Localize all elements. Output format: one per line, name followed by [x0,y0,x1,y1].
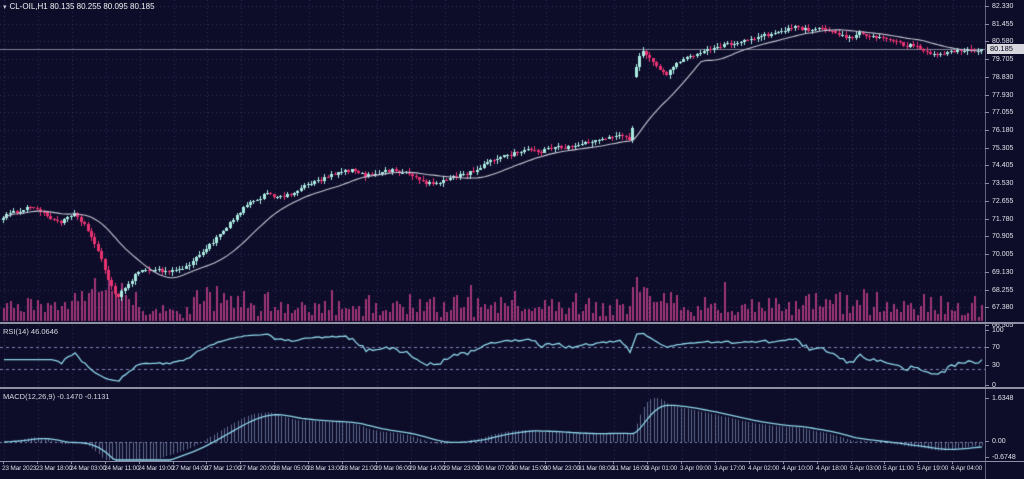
macd-axis-label: 1.6348 [985,394,1013,403]
time-axis-label: 29 Mar 14:00 [409,461,445,472]
current-price-tag: 80.185 [987,44,1024,54]
price-axis-label: 70.005 [985,250,1013,259]
time-axis-label: 23 Mar 18:00 [36,461,72,472]
time-axis-label: 4 Apr 18:00 [816,461,847,472]
chart-symbol-title: ▾ CL-OIL,H1 80.135 80.255 80.095 80.185 [3,2,155,11]
price-axis-label: 69.130 [985,268,1013,277]
price-axis-label: 70.905 [985,232,1013,241]
time-axis-label: 4 Apr 10:00 [782,461,813,472]
symbol-ohlc-text: CL-OIL,H1 80.135 80.255 80.095 80.185 [9,2,155,11]
time-axis-label: 27 Mar 12:00 [205,461,241,472]
time-axis-label: 27 Mar 04:00 [172,461,208,472]
price-axis-label: 82.330 [985,2,1013,11]
time-axis-label: 30 Mar 15:00 [511,461,547,472]
time-axis-label: 28 Mar 21:00 [341,461,377,472]
price-axis-label: 76.180 [985,126,1013,135]
rsi-indicator-label: RSI(14) 46.0646 [3,327,59,336]
price-axis-label: 80.580 [985,37,1013,46]
time-axis-label: 5 Apr 03:00 [850,461,881,472]
time-axis-label: 3 Apr 09:00 [680,461,711,472]
time-axis-label: 29 Mar 06:00 [375,461,411,472]
price-axis-label: 67.380 [985,303,1013,312]
macd-indicator-label: MACD(12,26,9) -0.1470 -0.1131 [3,392,110,401]
price-axis-label: 72.655 [985,197,1013,206]
rsi-axis-label: 70 [985,343,1000,352]
time-axis-label: 30 Mar 23:00 [544,461,580,472]
price-axis-label: 71.780 [985,215,1013,224]
rsi-axis-label: 100 [985,326,1004,335]
time-axis-label: 3 Apr 17:00 [714,461,745,472]
price-axis-label: 73.530 [985,179,1013,188]
time-axis-label: 28 Mar 13:00 [307,461,343,472]
time-axis-label: 6 Apr 04:00 [951,461,982,472]
rsi-axis-label: 30 [985,361,1000,370]
time-axis[interactable]: 23 Mar 2023 23 Mar 18:00 24 Mar 03:00 24 Ma… [0,461,985,479]
time-axis-border [0,461,1024,462]
price-axis-label: 77.055 [985,108,1013,117]
time-axis-label: 3 Apr 01:00 [646,461,677,472]
time-axis-label: 31 Mar 16:00 [612,461,648,472]
panel-divider-rsi[interactable] [0,322,1024,324]
panel-divider-macd[interactable] [0,387,1024,389]
time-axis-label: 29 Mar 23:00 [443,461,479,472]
price-axis-label: 77.930 [985,91,1013,100]
macd-axis-label: 0.00 [985,437,1006,446]
chart-expand-icon[interactable]: ▾ [3,4,7,11]
time-axis-label: 5 Apr 19:00 [917,461,948,472]
time-axis-label: 24 Mar 11:00 [104,461,140,472]
time-axis-label: 28 Mar 05:00 [273,461,309,472]
time-axis-label: 30 Mar 07:00 [477,461,513,472]
price-axis-label: 78.830 [985,73,1013,82]
rsi-panel-canvas[interactable] [0,325,985,387]
time-axis-label: 24 Mar 03:00 [70,461,106,472]
price-chart-canvas[interactable] [0,0,985,322]
price-axis-label: 66.505 [985,321,1013,330]
price-axis[interactable]: 80.185 82.330 81.455 80.580 79.705 78.830 77.… [985,0,1024,479]
price-axis-label: 81.455 [985,20,1013,29]
price-axis-label: 74.405 [985,161,1013,170]
time-axis-label: 27 Mar 20:00 [239,461,275,472]
price-axis-label: 79.705 [985,55,1013,64]
macd-panel-canvas[interactable] [0,390,985,461]
time-axis-label: 5 Apr 11:00 [883,461,914,472]
time-axis-label: 31 Mar 08:00 [578,461,614,472]
rsi-axis-label: 0 [985,381,996,390]
time-axis-label: 4 Apr 02:00 [748,461,779,472]
time-axis-label: 23 Mar 2023 [2,461,36,472]
price-axis-label: 68.255 [985,286,1013,295]
price-axis-label: 75.305 [985,144,1013,153]
macd-axis-label: -0.6748 [985,453,1016,462]
time-axis-label: 24 Mar 19:00 [138,461,174,472]
